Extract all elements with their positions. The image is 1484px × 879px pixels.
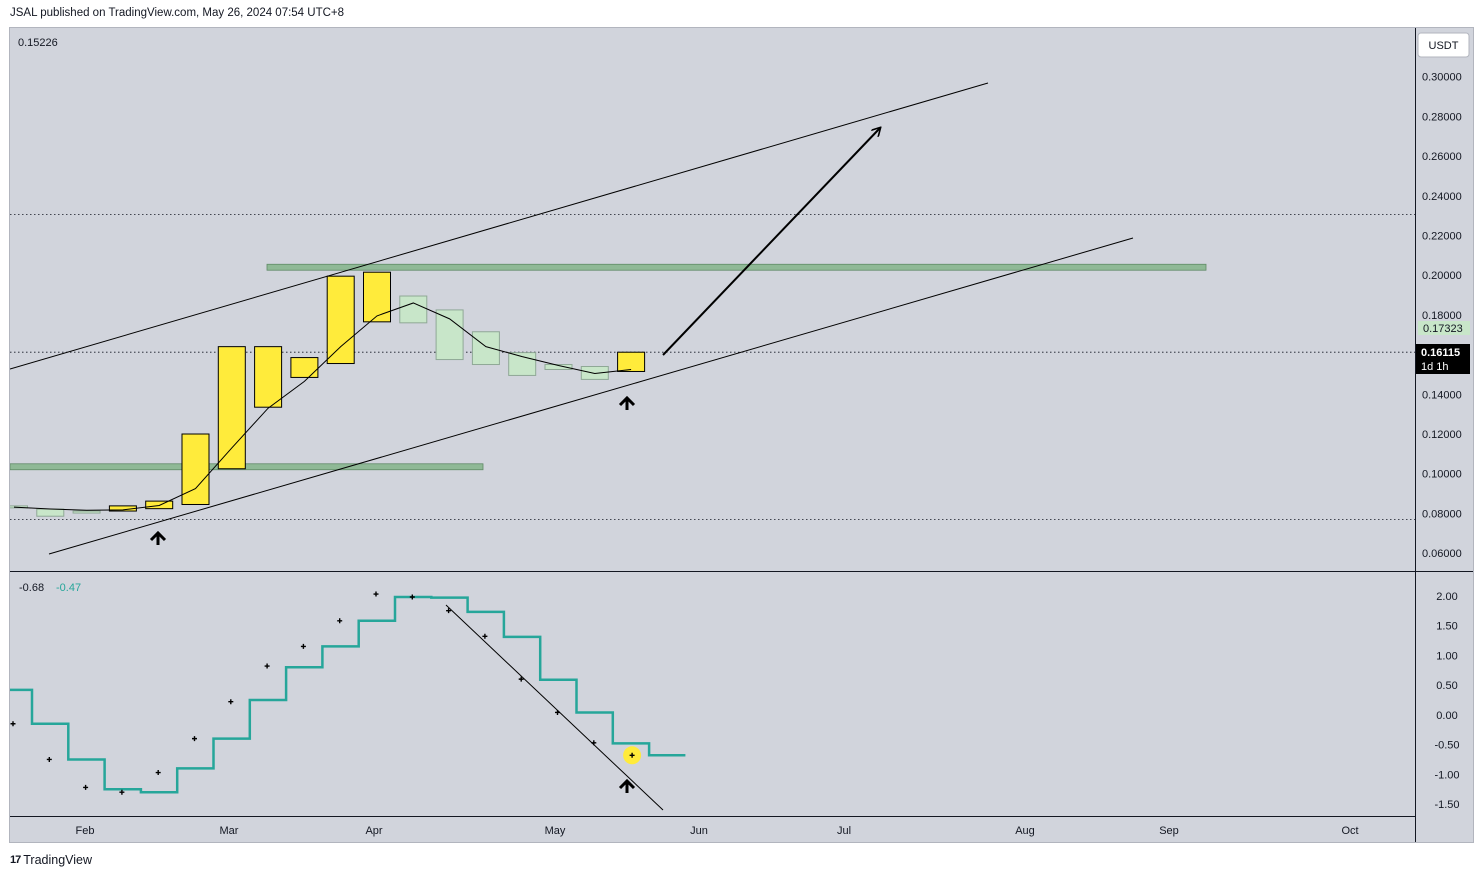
candle-up (254, 346, 283, 408)
oscillator-tick-label: 0.00 (1436, 710, 1457, 722)
price-tick-label: 0.30000 (1422, 72, 1462, 84)
last-price-tag: 0.16115 1d 1h (1416, 344, 1470, 374)
price-tick-label: 0.10000 (1422, 469, 1462, 481)
oscillator-dot (155, 770, 161, 776)
price-tick-label: 0.08000 (1422, 508, 1462, 520)
up-arrow-icon[interactable] (618, 778, 636, 793)
oscillator-dot (446, 608, 452, 614)
candle-down (508, 352, 537, 376)
candle-up (217, 346, 246, 470)
oscillator-tick-label: 1.00 (1436, 650, 1457, 662)
oscillator-value-2: -0.47 (56, 582, 81, 594)
candle-down (471, 331, 500, 366)
oscillator-dot (119, 789, 125, 795)
candle-down (36, 508, 65, 517)
candle-down (399, 295, 428, 324)
oscillator-dot (10, 721, 16, 727)
chart-canvas[interactable]: 0.30000 0.28000 0.26000 0.24000 0.22000 0.200… (10, 28, 1473, 842)
price-tick-label: 0.14000 (1422, 389, 1462, 401)
time-tick-label: Oct (1341, 825, 1358, 837)
oscillator-dot (409, 594, 415, 600)
candle-up (326, 275, 355, 365)
countdown: 1d 1h (1421, 361, 1449, 373)
oscillator-dot (300, 643, 306, 649)
candle-up (617, 351, 646, 372)
price-tick-label: 0.22000 (1422, 230, 1462, 242)
oscillator-dot (264, 663, 270, 669)
oscillator-tick-label: -0.50 (1434, 740, 1459, 752)
chart-frame[interactable]: 0.30000 0.28000 0.26000 0.24000 0.22000 0.200… (9, 27, 1474, 843)
channel-upper-line[interactable] (10, 82, 989, 370)
up-arrow-icon[interactable] (149, 530, 167, 545)
oscillator-dot-current (629, 752, 635, 758)
time-tick-label: Mar (220, 825, 239, 837)
support-resistance-zones (10, 263, 1207, 471)
price-tick-label: 0.12000 (1422, 429, 1462, 441)
price-tick-label: 0.18000 (1422, 310, 1462, 322)
reference-price-tag: 0.17323 (1418, 321, 1470, 335)
last-price: 0.16115 (1421, 347, 1460, 359)
time-tick-label: Feb (76, 825, 95, 837)
time-tick-label: Apr (365, 825, 382, 837)
channel-lower-line[interactable] (48, 237, 1134, 555)
moving-average-line (13, 302, 632, 511)
price-tick-label: 0.20000 (1422, 270, 1462, 282)
oscillator-step-line (10, 595, 686, 794)
candle-down (435, 309, 464, 361)
candle-up (290, 357, 319, 378)
candlestick-series (10, 271, 646, 517)
tradingview-logo[interactable]: 17 TradingView (10, 853, 92, 867)
candle-down (72, 510, 101, 514)
oscillator-dot (228, 699, 234, 705)
oscillator-value-1: -0.68 (19, 582, 44, 594)
time-tick-label: Sep (1159, 825, 1179, 837)
oscillator-tick-label: -1.00 (1434, 769, 1459, 781)
time-axis[interactable]: Feb Mar Apr May Jun Jul Aug Sep Oct (76, 825, 1359, 837)
reference-price: 0.17323 (1423, 323, 1463, 335)
oscillator-dot (518, 676, 524, 682)
oscillator-dot (373, 591, 379, 597)
oscillator-tick-label: 0.50 (1436, 680, 1457, 692)
oscillator-dot (192, 736, 197, 742)
time-tick-label: Jun (690, 825, 708, 837)
up-arrow-icon[interactable] (618, 395, 636, 410)
oscillator-axis[interactable]: 2.00 1.50 1.00 0.50 0.00 -0.50 -1.00 -1.50 (1434, 591, 1459, 811)
tradingview-logo-icon: 17 (10, 854, 21, 866)
time-tick-label: Aug (1015, 825, 1035, 837)
currency-button[interactable]: USDT (1417, 32, 1470, 58)
price-tick-label: 0.24000 (1422, 191, 1462, 203)
price-zone[interactable] (266, 263, 1207, 271)
price-tick-label: 0.28000 (1422, 111, 1462, 123)
oscillator-tick-label: 2.00 (1436, 591, 1457, 603)
oscillator-dot (482, 633, 488, 639)
oscillator-tick-label: -1.50 (1434, 799, 1459, 811)
candle-up (181, 433, 210, 505)
price-zone[interactable] (10, 463, 484, 471)
price-axis[interactable]: 0.30000 0.28000 0.26000 0.24000 0.22000 0.200… (1422, 72, 1462, 560)
price-tick-label: 0.26000 (1422, 151, 1462, 163)
time-tick-label: May (545, 825, 566, 837)
currency-label: USDT (1429, 40, 1459, 52)
candle-up (145, 500, 174, 510)
oscillator-trendline[interactable] (445, 604, 664, 811)
oscillator-tick-label: 1.50 (1436, 621, 1457, 633)
oscillator-dot (46, 756, 52, 762)
oscillator-dot (83, 784, 89, 790)
time-tick-label: Jul (837, 825, 851, 837)
candle-up (363, 271, 391, 323)
candle-down (544, 364, 573, 370)
brand-name: TradingView (23, 853, 93, 867)
price-pane-value: 0.15226 (18, 37, 58, 49)
publisher-info: JSAL published on TradingView.com, May 2… (10, 7, 345, 19)
price-tick-label: 0.06000 (1422, 548, 1462, 560)
oscillator-dot (337, 618, 343, 624)
target-arrow[interactable] (662, 128, 880, 356)
